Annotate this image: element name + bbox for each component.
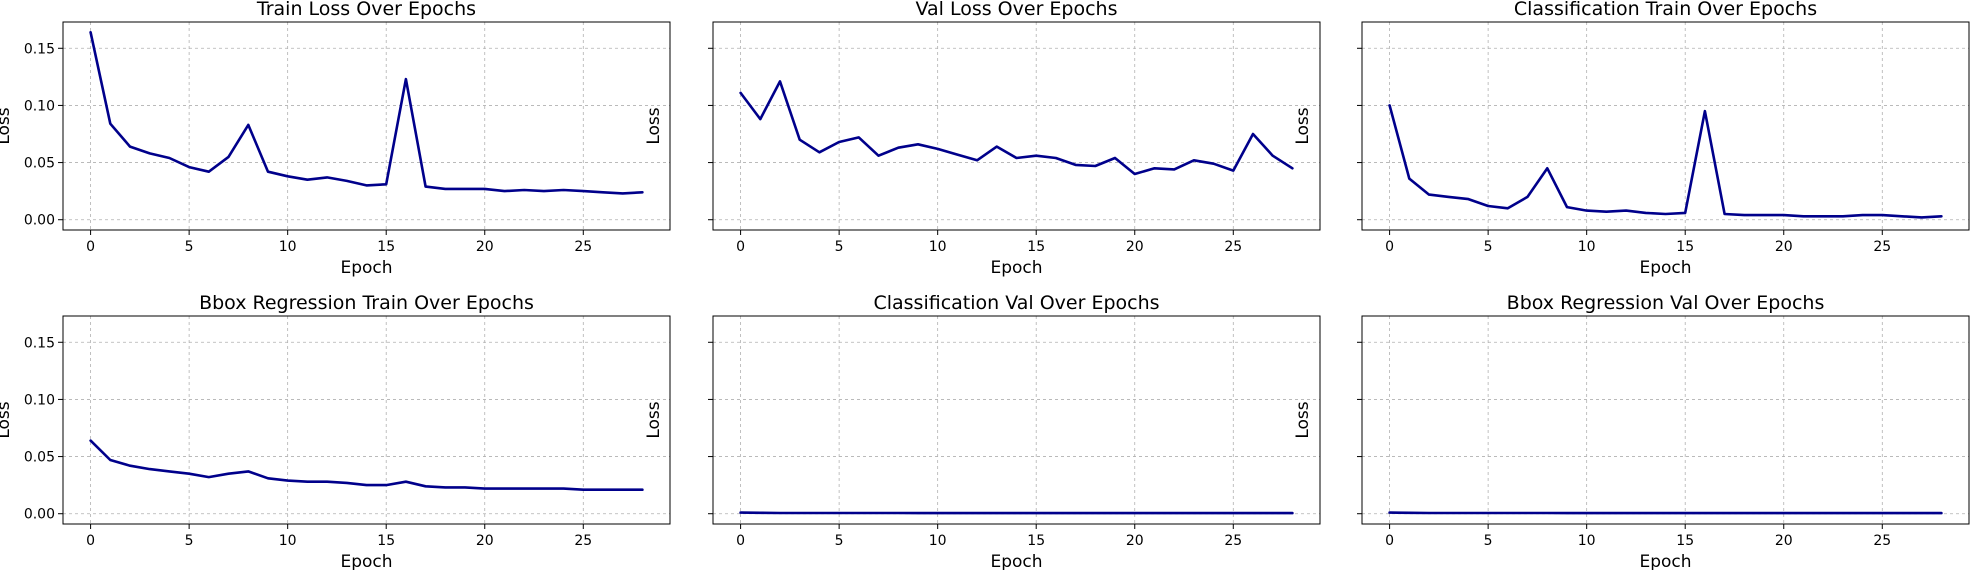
chart-panel: 0 5 10 15 20 25 Bbox Regression Val Over Epoch… (1293, 292, 1970, 570)
chart-title: Classification Train Over Epochs (1514, 0, 1817, 20)
loss-series-line (1388, 104, 1943, 219)
x-tick-label: 0 (736, 533, 745, 549)
plot-frame (1361, 315, 1970, 525)
x-tick-label: 15 (1027, 533, 1045, 549)
x-tick-label: 10 (929, 239, 947, 255)
x-tick-label: 25 (1224, 239, 1242, 255)
y-tick-label: 0.10 (24, 98, 55, 114)
y-tick-label: 0.05 (24, 450, 55, 466)
plot-frame (712, 315, 1321, 525)
chart-title: Bbox Regression Val Over Epochs (1507, 292, 1825, 314)
y-tick-label: 0.10 (24, 392, 55, 408)
x-tick-label: 10 (279, 239, 297, 255)
y-axis-label: Loss (0, 107, 14, 144)
x-tick-label: 0 (86, 533, 95, 549)
y-tick-label: 0.15 (24, 41, 55, 57)
chart-title: Train Loss Over Epochs (256, 0, 476, 20)
x-tick-label: 10 (1578, 239, 1596, 255)
y-axis-label: Loss (1293, 401, 1313, 438)
y-axis-label: Loss (1293, 107, 1313, 144)
x-tick-label: 20 (1126, 533, 1144, 549)
x-tick-label: 5 (835, 239, 844, 255)
loss-series-line (739, 80, 1294, 176)
x-axis-label: Epoch (990, 552, 1042, 570)
x-axis-label: Epoch (1639, 552, 1691, 570)
x-tick-label: 5 (1484, 239, 1493, 255)
chart-panel: 0 5 10 15 20 25 0.00 0.05 0.10 0.15 Train Loss Ove… (0, 0, 671, 278)
plot-frame (62, 21, 671, 231)
x-tick-label: 15 (1676, 533, 1694, 549)
x-tick-label: 0 (86, 239, 95, 255)
y-tick-label: 0.00 (24, 507, 55, 523)
y-axis-label: Loss (644, 107, 664, 144)
x-tick-label: 5 (835, 533, 844, 549)
plot-frame (712, 21, 1321, 231)
loss-series-line (1388, 511, 1943, 515)
y-tick-label: 0.15 (24, 335, 55, 351)
x-tick-label: 20 (1126, 239, 1144, 255)
chart-panel: 0 5 10 15 20 25 0.00 0.05 0.10 0.15 Bbox Regressio… (0, 292, 671, 570)
loss-series-line (89, 439, 644, 492)
chart-panel: 0 5 10 15 20 25 Val Loss Over Epochs Epoch Loss (644, 0, 1321, 278)
x-axis-label: Epoch (990, 258, 1042, 278)
x-tick-label: 25 (574, 239, 592, 255)
y-tick-label: 0.05 (24, 156, 55, 172)
x-tick-label: 15 (1676, 239, 1694, 255)
chart-title: Val Loss Over Epochs (915, 0, 1117, 20)
x-tick-label: 0 (1385, 533, 1394, 549)
x-tick-label: 20 (1775, 239, 1793, 255)
x-tick-label: 25 (1873, 239, 1891, 255)
x-tick-label: 10 (1578, 533, 1596, 549)
x-tick-label: 25 (574, 533, 592, 549)
x-tick-label: 5 (185, 239, 194, 255)
x-tick-label: 10 (279, 533, 297, 549)
chart-title: Classification Val Over Epochs (873, 292, 1159, 314)
chart-panel: 0 5 10 15 20 25 Classification Train Over Epoc… (1293, 0, 1970, 278)
chart-title: Bbox Regression Train Over Epochs (199, 292, 534, 314)
x-tick-label: 25 (1224, 533, 1242, 549)
x-tick-label: 20 (476, 533, 494, 549)
x-tick-label: 20 (1775, 533, 1793, 549)
x-tick-label: 10 (929, 533, 947, 549)
x-tick-label: 15 (377, 239, 395, 255)
x-axis-label: Epoch (1639, 258, 1691, 278)
chart-panel: 0 5 10 15 20 25 Classification Val Over Epochs… (644, 292, 1321, 570)
x-axis-label: Epoch (340, 258, 392, 278)
x-tick-label: 0 (1385, 239, 1394, 255)
loss-series-line (89, 30, 644, 195)
x-tick-label: 15 (1027, 239, 1045, 255)
x-tick-label: 0 (736, 239, 745, 255)
plot-frame (1361, 21, 1970, 231)
x-tick-label: 5 (1484, 533, 1493, 549)
y-tick-label: 0.00 (24, 213, 55, 229)
y-axis-label: Loss (644, 401, 664, 438)
y-axis-label: Loss (0, 401, 14, 438)
plot-frame (62, 315, 671, 525)
x-axis-label: Epoch (340, 552, 392, 570)
x-tick-label: 15 (377, 533, 395, 549)
loss-series-line (739, 511, 1294, 515)
x-tick-label: 25 (1873, 533, 1891, 549)
x-tick-label: 5 (185, 533, 194, 549)
x-tick-label: 20 (476, 239, 494, 255)
